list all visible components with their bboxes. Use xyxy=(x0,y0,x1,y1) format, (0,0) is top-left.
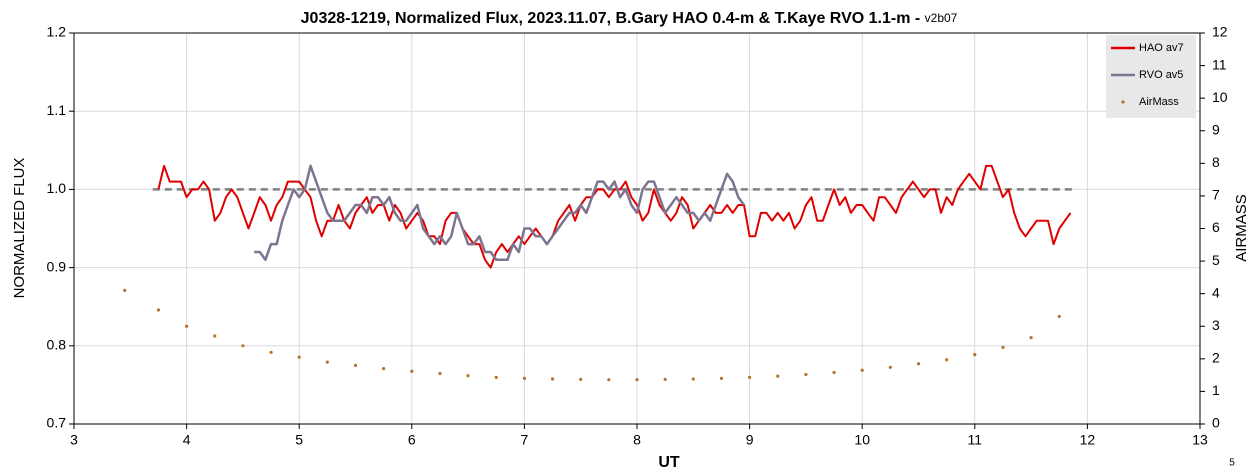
airmass-point xyxy=(382,367,386,371)
airmass-point xyxy=(804,372,808,377)
airmass-point xyxy=(438,371,442,376)
y2-tick-label: 4 xyxy=(1212,284,1220,300)
y2-tick-label: 12 xyxy=(1212,24,1228,40)
legend-label: RVO av5 xyxy=(1139,69,1183,81)
y-tick-label: 0.7 xyxy=(47,415,67,431)
airmass-point xyxy=(466,374,470,378)
x-tick-label: 4 xyxy=(183,432,191,448)
airmass-point xyxy=(325,360,329,364)
airmass-point xyxy=(888,365,892,369)
chart-title: J0328-1219, Normalized Flux, 2023.11.07,… xyxy=(301,10,958,27)
data-line xyxy=(157,164,1072,269)
airmass-point xyxy=(1029,336,1033,340)
x-tick-label: 8 xyxy=(633,432,641,448)
airmass-point xyxy=(635,378,639,382)
airmass-point xyxy=(522,376,527,380)
x-tick-label: 6 xyxy=(408,432,416,448)
legend-swatch xyxy=(1121,100,1125,104)
x-tick-label: 13 xyxy=(1192,432,1208,448)
y2-tick-label: 1 xyxy=(1212,382,1220,398)
title-version: v2b07 xyxy=(925,11,958,25)
page-number: 5 xyxy=(1229,458,1235,469)
y-tick-label: 1.2 xyxy=(47,24,67,40)
y-tick-label: 1.0 xyxy=(47,180,67,196)
airmass-point xyxy=(297,355,301,359)
y-tick-label: 0.9 xyxy=(47,258,67,274)
airmass-point xyxy=(123,288,127,293)
airmass-point xyxy=(748,375,752,380)
y2-tick-label: 8 xyxy=(1212,154,1220,170)
legend-label: HAO av7 xyxy=(1139,42,1184,54)
y2-tick-label: 11 xyxy=(1212,56,1227,72)
airmass-point xyxy=(663,377,667,381)
airmass-point xyxy=(1057,314,1061,319)
airmass-point xyxy=(860,368,864,372)
y-tick-label: 0.8 xyxy=(47,337,67,353)
airmass-point xyxy=(494,375,498,380)
x-tick-label: 11 xyxy=(968,432,983,448)
y-tick-label: 1.1 xyxy=(47,102,67,118)
airmass-point xyxy=(550,377,555,381)
y2-tick-label: 9 xyxy=(1212,121,1220,137)
airmass-point xyxy=(156,308,161,312)
x-tick-label: 12 xyxy=(1080,432,1096,448)
airmass-point xyxy=(579,377,583,381)
airmass-point xyxy=(241,344,245,348)
airmass-point xyxy=(213,334,217,338)
y2-tick-label: 0 xyxy=(1212,415,1220,431)
airmass-point xyxy=(607,378,611,382)
airmass-point xyxy=(916,362,921,366)
y-axis-label: NORMALIZED FLUX xyxy=(11,158,28,299)
airmass-point xyxy=(1001,345,1005,350)
y2-axis-label: AIRMASS xyxy=(1233,194,1250,262)
y2-tick-label: 2 xyxy=(1212,350,1220,366)
airmass-point xyxy=(410,369,414,373)
title-main: J0328-1219, Normalized Flux, 2023.11.07,… xyxy=(301,10,925,27)
airmass-point xyxy=(269,350,273,354)
x-tick-label: 3 xyxy=(70,432,78,448)
airmass-point xyxy=(776,374,780,378)
airmass-point xyxy=(719,376,724,380)
x-tick-label: 9 xyxy=(746,432,754,448)
airmass-point xyxy=(973,352,977,357)
airmass-point xyxy=(832,370,836,375)
y2-tick-label: 5 xyxy=(1212,252,1220,268)
plot-border xyxy=(73,32,1201,425)
data-line xyxy=(254,164,746,262)
x-tick-label: 5 xyxy=(295,432,303,448)
airmass-point xyxy=(185,324,189,328)
airmass-point xyxy=(353,363,358,367)
airmass-point xyxy=(945,358,949,362)
x-tick-label: 7 xyxy=(521,432,529,448)
y2-tick-label: 6 xyxy=(1212,219,1220,235)
y2-tick-label: 10 xyxy=(1212,89,1228,105)
x-tick-label: 10 xyxy=(854,432,870,448)
legend-label: AirMass xyxy=(1139,96,1179,108)
y2-tick-label: 7 xyxy=(1212,187,1220,203)
airmass-point xyxy=(691,377,695,381)
y2-tick-label: 3 xyxy=(1212,317,1220,333)
x-axis-label: UT xyxy=(658,454,680,471)
